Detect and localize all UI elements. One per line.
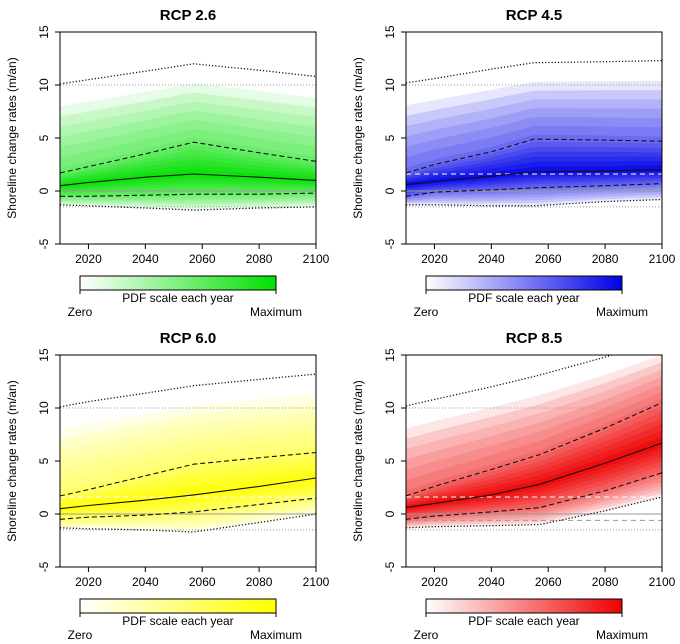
y-tick-label: 0 (383, 187, 397, 194)
y-tick-label: -5 (37, 561, 51, 572)
y-tick-label: 5 (383, 134, 397, 141)
colorbar-label: PDF scale each year (468, 614, 579, 628)
x-tick-label: 2040 (478, 575, 505, 589)
panel-1: RCP 2.6 -5 0 5 10 15 2020 2040 2060 2080 2100 Shore… (5, 7, 330, 319)
series-median (60, 173, 316, 187)
x-tick-label: 2040 (478, 252, 505, 266)
series-lower-quantile (60, 192, 316, 197)
pdf-band (60, 474, 316, 511)
x-tick-label: 2020 (75, 252, 102, 266)
series-upper-quantile (60, 451, 316, 497)
panel-3: RCP 6.0 -5 0 5 10 15 2020 2040 2060 2080 2100 Shore… (5, 330, 330, 642)
colorbar-label: PDF scale each year (468, 291, 579, 305)
y-tick-label: 15 (383, 348, 397, 362)
colorbar-max-label: Maximum (250, 628, 302, 642)
colorbar (79, 275, 277, 291)
y-axis-label: Shoreline change rates (m/an) (5, 57, 19, 218)
pdf-shading (406, 355, 662, 528)
x-tick-label: 2080 (246, 575, 273, 589)
x-tick-label: 2100 (303, 252, 330, 266)
x-tick-label: 2060 (189, 575, 216, 589)
colorbar-max-label: Maximum (250, 305, 302, 319)
panel-4: RCP 8.5 -5 0 5 10 15 2020 2040 2060 2080 2100 Shore… (351, 330, 676, 642)
y-axis-label: Shoreline change rates (m/an) (351, 57, 365, 218)
y-tick-label: 15 (37, 348, 51, 362)
y-tick-label: 10 (383, 78, 397, 92)
y-tick-label: -5 (383, 561, 397, 572)
series-lower-bound (406, 496, 662, 529)
series-median (60, 477, 316, 510)
y-tick-label: -5 (37, 238, 51, 249)
series-upper-bound (406, 59, 662, 84)
x-tick-label: 2080 (592, 575, 619, 589)
y-tick-label: 10 (37, 401, 51, 415)
colorbar (425, 275, 623, 291)
x-tick-label: 2020 (75, 575, 102, 589)
x-tick-label: 2080 (592, 252, 619, 266)
series-upper-quantile (406, 402, 662, 497)
colorbar-label: PDF scale each year (122, 291, 233, 305)
y-axis-label: Shoreline change rates (m/an) (5, 380, 19, 541)
y-tick-label: 0 (383, 510, 397, 517)
x-tick-label: 2100 (303, 575, 330, 589)
y-tick-label: 5 (37, 457, 51, 464)
y-tick-label: -5 (383, 238, 397, 249)
y-tick-label: 0 (37, 510, 51, 517)
y-tick-label: 5 (383, 457, 397, 464)
colorbar (425, 598, 623, 614)
colorbar-min-label: Zero (68, 305, 93, 319)
x-tick-label: 2060 (535, 575, 562, 589)
pdf-shading (406, 80, 662, 206)
series-median (406, 169, 662, 186)
panel-title: RCP 8.5 (506, 330, 562, 347)
panel-title: RCP 2.6 (160, 7, 216, 24)
series-lower-bound (406, 198, 662, 207)
series-lower-quantile (406, 472, 662, 520)
y-tick-label: 15 (37, 25, 51, 39)
y-tick-label: 10 (383, 401, 397, 415)
colorbar-max-label: Maximum (596, 305, 648, 319)
colorbar-label: PDF scale each year (122, 614, 233, 628)
pdf-shading (60, 393, 316, 532)
x-tick-label: 2100 (649, 575, 676, 589)
y-axis-label: Shoreline change rates (m/an) (351, 380, 365, 541)
colorbar-max-label: Maximum (596, 628, 648, 642)
x-tick-label: 2020 (421, 575, 448, 589)
y-tick-label: 15 (383, 25, 397, 39)
y-tick-label: 0 (37, 187, 51, 194)
y-tick-label: 10 (37, 78, 51, 92)
panel-2: RCP 4.5 -5 0 5 10 15 2020 2040 2060 2080 2100 Shore… (351, 7, 676, 319)
series-median (406, 442, 662, 509)
colorbar-min-label: Zero (414, 305, 439, 319)
pdf-band (406, 424, 662, 513)
x-tick-label: 2060 (189, 252, 216, 266)
series-upper-bound (60, 63, 316, 85)
colorbar-min-label: Zero (414, 628, 439, 642)
x-tick-label: 2040 (132, 252, 159, 266)
y-tick-label: 5 (37, 134, 51, 141)
series-lower-quantile (406, 183, 662, 197)
series-upper-bound (406, 355, 614, 407)
pdf-band (60, 169, 316, 188)
colorbar-min-label: Zero (68, 628, 93, 642)
panel-title: RCP 6.0 (160, 330, 216, 347)
x-tick-label: 2060 (535, 252, 562, 266)
series-upper-quantile (406, 138, 662, 174)
panel-title: RCP 4.5 (506, 7, 562, 24)
series-lower-bound (60, 513, 316, 533)
x-tick-label: 2040 (132, 575, 159, 589)
colorbar (79, 598, 277, 614)
pdf-band (406, 436, 662, 510)
x-tick-label: 2100 (649, 252, 676, 266)
x-tick-label: 2080 (246, 252, 273, 266)
series-lower-quantile (60, 497, 316, 520)
series-upper-quantile (60, 141, 316, 174)
x-tick-label: 2020 (421, 252, 448, 266)
series-lower-bound (60, 204, 316, 211)
